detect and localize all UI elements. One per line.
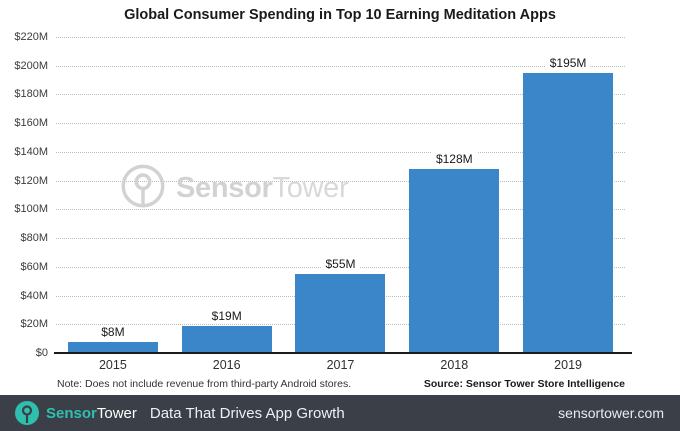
x-axis-tick-label: 2016	[212, 358, 241, 372]
y-axis-tick-label: $0	[35, 347, 48, 359]
note-text: Note: Does not include revenue from thir…	[57, 378, 352, 390]
y-axis-tick-label: $80M	[20, 232, 48, 245]
y-axis-tick-label: $60M	[20, 260, 48, 273]
gridline	[56, 209, 625, 211]
bar-value-label: $19M	[207, 308, 246, 323]
gridline	[56, 65, 625, 67]
footer-website: sensortower.com	[558, 405, 664, 421]
gridline	[56, 37, 625, 38]
bar-value-label: $8M	[97, 324, 129, 339]
y-axis-tick-label: $200M	[14, 59, 48, 72]
bar-value-label: $55M	[321, 257, 360, 271]
x-axis-labels: 2015 2016 2017 2018 2019	[56, 358, 625, 372]
x-axis-tick-label: 2017	[326, 358, 355, 372]
gridline	[56, 238, 625, 240]
y-axis-tick-label: $160M	[14, 117, 48, 130]
gridline	[56, 94, 625, 96]
footer-tagline: Data That Drives App Growth	[149, 404, 345, 422]
sensor-tower-logo-icon	[121, 164, 165, 208]
sensor-tower-footer-logo-icon	[15, 401, 39, 425]
bar-group: $8M	[56, 324, 170, 353]
bar-value-label: $195M	[545, 55, 591, 70]
plot-area: SensorTower $8M $19M $55M $128M $195M	[54, 37, 632, 354]
bar-group: $55M	[284, 257, 398, 353]
x-axis-tick-label: 2018	[440, 358, 469, 372]
footer-bar: SensorTower Data That Drives App Growth …	[0, 395, 680, 431]
bar-group: $19M	[170, 308, 284, 353]
y-axis-tick-label: $180M	[14, 88, 48, 101]
watermark-brand-light: Tower	[272, 171, 349, 204]
x-axis-tick-label: 2019	[554, 358, 582, 372]
gridline	[56, 151, 625, 153]
gridline	[56, 123, 625, 125]
bar	[67, 341, 158, 353]
bar	[523, 72, 614, 353]
watermark-text: SensorTower	[176, 171, 349, 205]
footer-brand-bold: Sensor	[46, 404, 97, 422]
y-axis-tick-label: $20M	[20, 318, 48, 331]
footer-brand-light: Tower	[96, 404, 137, 422]
bars: $8M $19M $55M $128M $195M	[56, 37, 625, 353]
y-axis-tick-label: $100M	[14, 203, 48, 216]
x-axis-line	[54, 352, 632, 354]
bar-group: $195M	[511, 55, 625, 353]
source-text: Source: Sensor Tower Store Intelligence	[423, 378, 625, 390]
gridline	[56, 180, 625, 182]
bar	[409, 169, 500, 353]
watermark: SensorTower	[118, 161, 349, 215]
y-axis-tick-label: $120M	[14, 174, 48, 187]
y-axis-tick-label: $220M	[14, 31, 48, 43]
bar-group: $128M	[397, 152, 511, 353]
bar-value-label: $128M	[431, 152, 477, 167]
y-axis-tick-label: $40M	[20, 289, 48, 302]
bar	[295, 274, 386, 353]
footer-brand: SensorTower	[46, 405, 137, 422]
chart-title: Global Consumer Spending in Top 10 Earni…	[124, 7, 556, 23]
watermark-brand-bold: Sensor	[176, 171, 273, 204]
bar	[181, 325, 272, 353]
y-axis-tick-label: $140M	[14, 145, 48, 158]
x-axis-tick-label: 2015	[98, 358, 127, 372]
y-axis: $220M $200M $180M $160M $140M $120M $100M $80M $…	[0, 0, 48, 431]
